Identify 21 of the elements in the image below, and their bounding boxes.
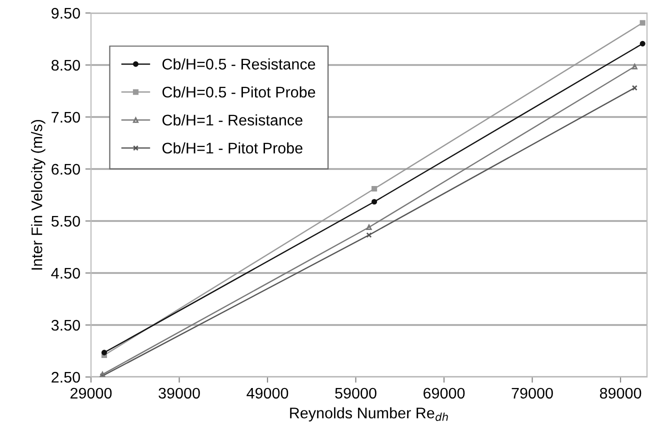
- legend-label: Cb/H=0.5 - Pitot Probe: [162, 86, 316, 98]
- y-tick-label: 7.50: [52, 112, 80, 123]
- x-tick-label: 69000: [424, 388, 465, 399]
- legend-label: Cb/H=0.5 - Resistance: [162, 58, 316, 70]
- y-tick-label: 9.50: [52, 8, 80, 19]
- x-tick-label: 49000: [246, 388, 288, 399]
- y-tick-label: 5.50: [51, 216, 80, 227]
- legend-label: Cb/H=1 - Pitot Probe: [162, 142, 302, 154]
- y-tick-label: 8.50: [52, 60, 80, 71]
- y-tick-label: 3.50: [51, 320, 80, 331]
- x-axis-title: Reynolds Number Re$_{dh}$: [290, 407, 448, 422]
- y-axis-title: Inter Fin Velocity (m/s): [31, 120, 46, 270]
- x-tick-label: 79000: [512, 388, 553, 399]
- y-tick-label: 2.50: [52, 372, 80, 383]
- y-tick-label: 6.50: [52, 164, 80, 175]
- legend-label: Cb/H=1 - Resistance: [162, 114, 302, 126]
- x-tick-label: 89000: [600, 388, 642, 399]
- x-tick-label: 39000: [158, 388, 200, 399]
- x-tick-label: 29000: [70, 388, 112, 399]
- x-tick-label: 59000: [335, 388, 376, 399]
- y-tick-label: 4.50: [51, 268, 80, 279]
